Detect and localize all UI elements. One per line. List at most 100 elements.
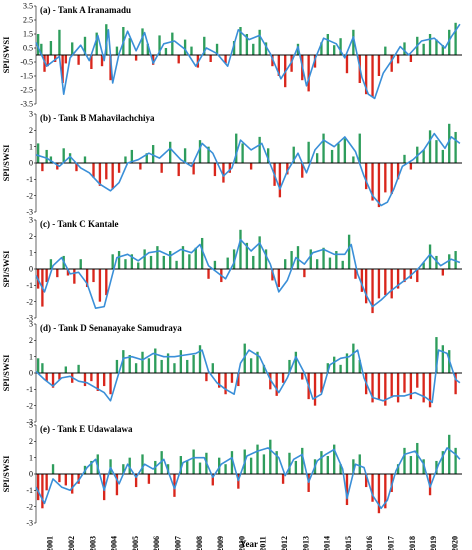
panel-c-bar-35 xyxy=(252,255,255,269)
panel-d-bar-60 xyxy=(416,373,419,388)
panel-b-bar-0 xyxy=(36,143,40,163)
panel-b-ytick-6: -3 xyxy=(26,208,33,217)
panel-a-bar-40 xyxy=(264,42,268,55)
panel-c-ytick-0: 3 xyxy=(29,216,33,225)
panel-c-bar-2 xyxy=(45,269,48,283)
panel-a-bar-47 xyxy=(307,55,310,92)
panel-d-bar-9 xyxy=(90,373,93,382)
panel-b-bar-46 xyxy=(358,133,361,163)
panel-d-ylabel: SPI/SWSI xyxy=(1,354,11,392)
panel-e-ytick-5: -2 xyxy=(26,502,33,511)
panel-c-bar-50 xyxy=(347,234,351,269)
panel-e-bar-22 xyxy=(173,474,176,497)
panel-e-bar-50 xyxy=(352,459,355,474)
panel-e-bar-38 xyxy=(275,451,278,474)
panel-a-bar-1 xyxy=(40,43,43,55)
panel-d-ytick-4: -1 xyxy=(26,385,33,394)
x-tick-2014: 2014 xyxy=(323,536,332,550)
panel-b-bar-6 xyxy=(68,153,72,163)
panel-c-bar-25 xyxy=(188,254,191,269)
panel-e-bar-51 xyxy=(358,454,361,474)
panel-c-bar-26 xyxy=(194,247,197,269)
panel-a-swsi-line xyxy=(35,23,461,100)
x-tick-2020: 2020 xyxy=(450,536,459,550)
panel-c-bar-63 xyxy=(428,244,432,269)
panel-e-bar-35 xyxy=(256,444,259,474)
panel-d-bar-54 xyxy=(377,373,381,400)
panel-b-bar-35 xyxy=(278,163,282,198)
panel-b-bar-36 xyxy=(286,163,289,175)
panel-a-bar-59 xyxy=(384,46,387,55)
panel-c-bar-16 xyxy=(130,254,134,269)
panel-d-swsi-line xyxy=(35,349,461,404)
panel-a-bar-38 xyxy=(252,43,255,55)
panel-d-bar-30 xyxy=(224,373,227,395)
panel-e-bar-7 xyxy=(77,474,80,484)
panel-e-bar-11 xyxy=(102,474,106,501)
panel-a-ytick-5: -1.5 xyxy=(20,72,33,81)
panel-d-bar-17 xyxy=(141,351,144,373)
panel-d-bar-46 xyxy=(326,363,329,373)
x-tick-2013: 2013 xyxy=(301,536,310,550)
panel-b-bar-44 xyxy=(343,138,347,163)
panel-d-bar-38 xyxy=(275,373,278,396)
panel-b-bar-37 xyxy=(292,146,295,163)
panel-c-bar-57 xyxy=(390,269,393,299)
panel-a-bar-31 xyxy=(203,36,206,55)
panel-e-bar-18 xyxy=(147,474,151,484)
panel-e-bar-45 xyxy=(320,451,323,474)
panel-d-bar-24 xyxy=(186,359,189,373)
panel-c-bar-47 xyxy=(328,257,332,269)
panel-a-bar-32 xyxy=(209,55,212,62)
panel-b-ytick-3: 0 xyxy=(29,159,33,168)
panel-c-bar-40 xyxy=(284,259,287,269)
panel-e-bar-57 xyxy=(396,464,400,474)
panel-c-bar-41 xyxy=(290,251,293,269)
panel-c-bar-33 xyxy=(239,229,242,269)
panel-d-bar-19 xyxy=(154,348,157,373)
panel-b-bar-17 xyxy=(145,153,148,163)
panel-b-bar-53 xyxy=(403,154,406,163)
panel-b-bar-59 xyxy=(441,149,445,163)
panel-c-bar-11 xyxy=(98,269,102,302)
panel-c-bar-23 xyxy=(175,260,178,269)
panel-d-bar-66 xyxy=(454,373,457,395)
panel-c-bar-62 xyxy=(422,262,425,269)
panel-e-bar-2 xyxy=(45,474,48,491)
panel-c-bar-64 xyxy=(435,255,438,269)
panel-b-bar-25 xyxy=(207,146,210,163)
panel-c-bar-21 xyxy=(162,255,165,269)
panel-a-bar-54 xyxy=(352,29,355,55)
panel-d-bar-26 xyxy=(198,345,202,373)
panel-d-bar-34 xyxy=(249,358,253,373)
panel-d-bar-62 xyxy=(428,373,432,408)
panel-b-bar-12 xyxy=(111,163,114,190)
panel-d-ytick-3: 0 xyxy=(29,369,33,378)
panel-d-bar-28 xyxy=(211,363,214,373)
panel-c-bar-61 xyxy=(416,269,419,283)
panel-d-bar-12 xyxy=(109,373,112,395)
panel-d-bar-59 xyxy=(409,373,413,400)
panel-e-bar-13 xyxy=(115,474,119,496)
panel-d-ytick-1: 2 xyxy=(29,336,33,345)
x-axis-label: Year xyxy=(240,539,258,549)
panel-b-bar-9 xyxy=(92,163,95,178)
panel-a-bar-58 xyxy=(377,55,381,76)
panel-b-ytick-2: 1 xyxy=(29,142,33,151)
panel-d-bar-32 xyxy=(237,373,240,387)
x-tick-2011: 2011 xyxy=(259,536,268,550)
panel-a-bar-11 xyxy=(83,36,87,55)
panel-b-bar-51 xyxy=(390,163,393,195)
panel-b-bar-52 xyxy=(396,163,400,180)
panel-e-bar-6 xyxy=(71,474,74,494)
panel-e-bar-48 xyxy=(339,464,342,474)
panel-c-bar-12 xyxy=(105,269,108,296)
panel-d-bar-22 xyxy=(173,363,176,373)
panel-b-ylabel: SPI/SWSI xyxy=(1,144,11,182)
panel-c-bar-66 xyxy=(448,254,451,269)
panel-a-bar-57 xyxy=(371,55,374,97)
panel-a-bar-35 xyxy=(232,41,236,55)
panel-d-bar-31 xyxy=(230,373,234,383)
panel-d-bar-27 xyxy=(205,373,208,382)
panel-c-bar-53 xyxy=(364,269,368,304)
